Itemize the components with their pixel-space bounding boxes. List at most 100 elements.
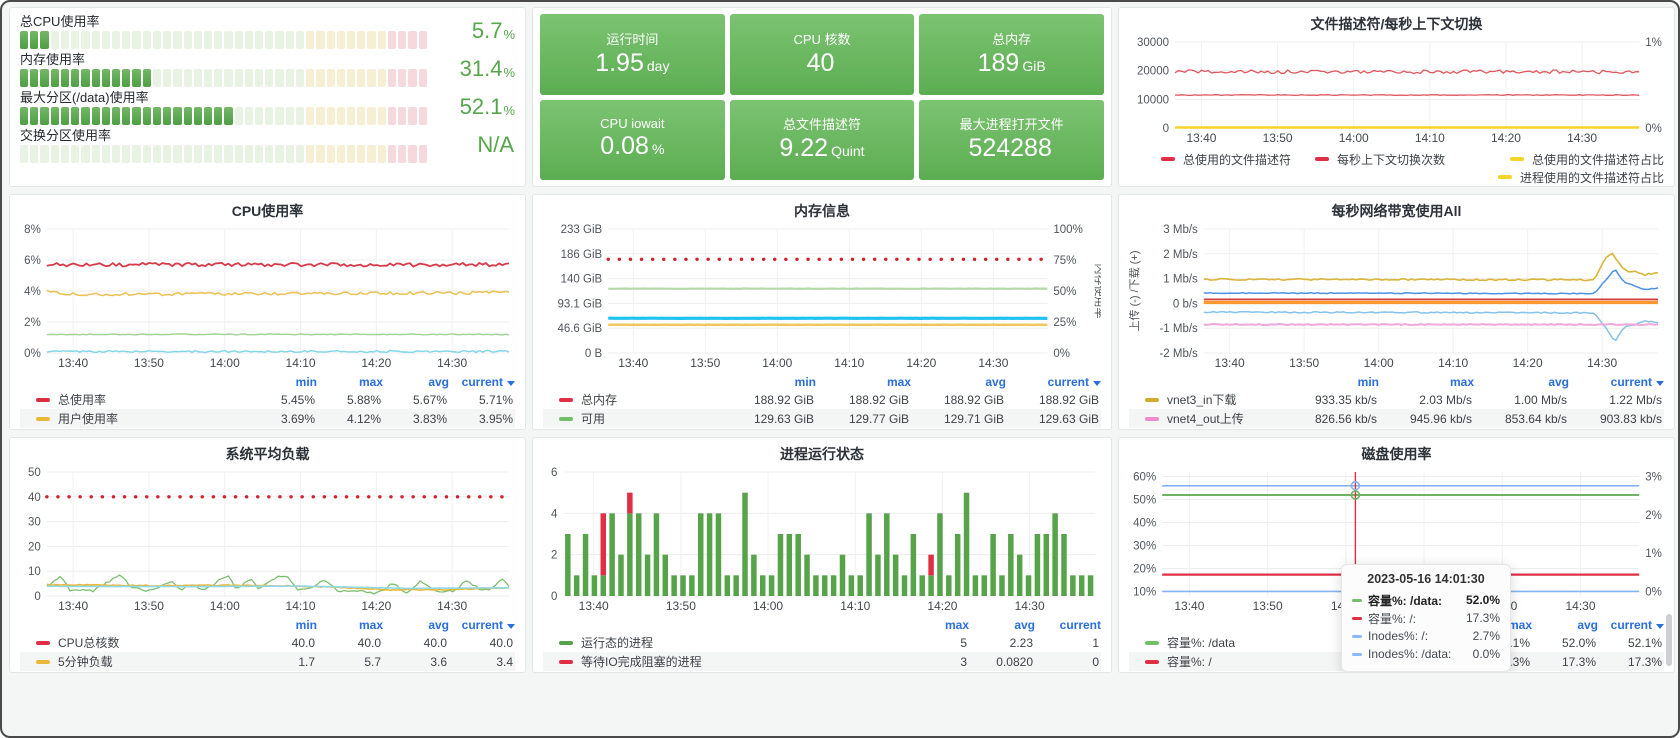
- gauge-cell: [347, 107, 356, 125]
- tooltip-row: 容量%: /data: 52.0%: [1352, 591, 1500, 609]
- series-swatch: [559, 397, 573, 402]
- legend-row: 可用 129.63 GiB 129.77 GiB 129.71 GiB 129.…: [543, 409, 1101, 428]
- gauge-cell: [214, 107, 223, 125]
- series-line: [1203, 252, 1659, 282]
- legend-sort-avg[interactable]: avg: [1577, 617, 1598, 632]
- gauge-cell: [418, 107, 427, 125]
- gauge-label: 交换分区使用率: [20, 128, 112, 143]
- legend-item[interactable]: 进程使用的文件描述符占比: [1484, 168, 1664, 186]
- legend-item[interactable]: 每秒上下文切换次数: [1301, 150, 1445, 168]
- svg-text:13:50: 13:50: [690, 356, 720, 370]
- gauge-cell: [152, 31, 162, 49]
- panel-title[interactable]: 文件描述符/每秒上下文切换: [1310, 16, 1483, 32]
- legend-sort-max[interactable]: max: [358, 374, 383, 389]
- panel-title[interactable]: 每秒网络带宽使用All: [1331, 203, 1462, 219]
- svg-text:-2 Mb/s: -2 Mb/s: [1159, 348, 1198, 360]
- panel-cpu-usage: CPU使用率 0% 2% 4% 6% 8% 13:40 13:50 14:00 14:10 14:…: [9, 194, 526, 430]
- gauge-cell: [214, 69, 223, 87]
- gauge-cell: [265, 69, 274, 87]
- process-chart[interactable]: 0 2 4 6 13:40 13:50 14:00 14:10 14:20 14:30: [543, 465, 1101, 615]
- legend-sort-current[interactable]: current: [1006, 375, 1101, 389]
- panel-title[interactable]: 磁盘使用率: [1361, 446, 1432, 462]
- gauge-cell: [132, 107, 141, 125]
- legend-item[interactable]: 总使用的文件描述符: [1147, 150, 1291, 168]
- legend-sort-min[interactable]: min: [794, 374, 816, 389]
- svg-text:14:10: 14:10: [1415, 131, 1445, 145]
- gauge-cell: [265, 145, 274, 163]
- legend-sort-current[interactable]: current: [1059, 617, 1101, 632]
- series-swatch: [36, 416, 50, 421]
- legend-sort-avg[interactable]: avg: [985, 374, 1006, 389]
- legend: min max avg current vnet3_in下载 933.35 kb…: [1129, 373, 1664, 428]
- legend-item[interactable]: 总使用的文件描述符占比: [1496, 150, 1664, 168]
- series-swatch: [559, 416, 573, 421]
- svg-text:0: 0: [1163, 123, 1169, 135]
- svg-text:0 b/s: 0 b/s: [1173, 298, 1198, 310]
- gauge-cell: [367, 31, 376, 49]
- legend-sort-max[interactable]: max: [358, 617, 383, 632]
- legend-sort-max[interactable]: max: [944, 617, 969, 632]
- panel-title[interactable]: 内存信息: [794, 203, 850, 219]
- gauge-label: 总CPU使用率: [20, 14, 100, 29]
- gauge-cell: [101, 69, 110, 87]
- gauge-cell: [275, 107, 284, 125]
- cpu-chart-svg: 0% 2% 4% 6% 8% 13:40 13:50 14:00 14:10 14:20 14:30: [24, 224, 510, 370]
- gauge-cell: [183, 107, 192, 125]
- network-chart[interactable]: -2 Mb/s -1 Mb/s 0 b/s 1 Mb/s 2 Mb/s 3 Mb/s 13:…: [1128, 222, 1664, 372]
- load-chart[interactable]: 0 10 20 30 40 50 13:40 13:50 14:00 14:10 14:20 14:3…: [20, 465, 515, 615]
- legend-sort-current[interactable]: current: [1598, 618, 1664, 632]
- legend-sort-current[interactable]: current: [449, 375, 515, 389]
- legend-sort-min[interactable]: min: [295, 617, 317, 632]
- legend-sort-min[interactable]: min: [295, 374, 317, 389]
- dashboard-grid: 总CPU使用率 5.7% 内存使用率 31.4% 最大分区(/data)使用率 …: [2, 2, 1678, 678]
- svg-text:3 Mb/s: 3 Mb/s: [1163, 224, 1198, 236]
- legend-sort-avg[interactable]: avg: [1548, 374, 1569, 389]
- gauge-cell: [71, 145, 80, 163]
- legend-sort-avg[interactable]: avg: [428, 617, 449, 632]
- legend-row: 总内存 188.92 GiB 188.92 GiB 188.92 GiB 188…: [543, 390, 1101, 409]
- svg-text:13:40: 13:40: [1215, 356, 1245, 370]
- gauge-cell: [20, 31, 29, 49]
- gauge-cell: [203, 145, 213, 163]
- legend-sort-avg[interactable]: avg: [1014, 617, 1035, 632]
- memory-chart[interactable]: 0 B 46.6 GiB 93.1 GiB 140 GiB 186 GiB 233 GiB…: [543, 222, 1107, 372]
- series-swatch: [1145, 640, 1159, 645]
- legend-sort-current[interactable]: current: [1569, 375, 1664, 389]
- cpu-chart[interactable]: 0% 2% 4% 6% 8% 13:40 13:50 14:00 14:10 14:20 14:30: [20, 222, 515, 372]
- svg-text:6%: 6%: [24, 255, 41, 267]
- series-swatch: [1145, 659, 1159, 664]
- stat-cpu-cores: CPU 核数 40: [729, 14, 915, 95]
- legend-sort-max[interactable]: max: [1507, 617, 1532, 632]
- gauge-cell: [367, 107, 376, 125]
- gauge-cell: [214, 145, 223, 163]
- gauge-cell: [295, 31, 305, 49]
- panel-title[interactable]: 进程运行状态: [780, 446, 864, 462]
- series-swatch: [36, 397, 50, 402]
- svg-text:13:40: 13:40: [579, 599, 609, 613]
- panel-title[interactable]: CPU使用率: [231, 203, 304, 219]
- legend-sort-max[interactable]: max: [886, 374, 911, 389]
- svg-text:20%: 20%: [1133, 563, 1156, 575]
- legend-sort-max[interactable]: max: [1449, 374, 1474, 389]
- fd-chart[interactable]: 0 10000 20000 30000 13:40 13:50 14:00 14:10 14:2…: [1129, 35, 1664, 147]
- svg-text:14:10: 14:10: [1438, 356, 1468, 370]
- legend-sort-avg[interactable]: avg: [428, 374, 449, 389]
- gauge-cell: [132, 69, 141, 87]
- svg-text:14:00: 14:00: [210, 599, 240, 613]
- gauge-cell: [418, 145, 427, 163]
- gauge-cell: [122, 107, 131, 125]
- panel-title[interactable]: 系统平均负载: [225, 446, 310, 462]
- gauge-cell: [285, 31, 294, 49]
- svg-text:14:00: 14:00: [762, 356, 792, 370]
- legend-scrollbar[interactable]: [1666, 614, 1672, 666]
- svg-text:140 GiB: 140 GiB: [561, 274, 603, 286]
- gauge-cell: [398, 145, 407, 163]
- svg-text:14:00: 14:00: [210, 356, 240, 370]
- legend-sort-min[interactable]: min: [1357, 374, 1379, 389]
- legend-sort-current[interactable]: current: [449, 618, 515, 632]
- gauge-cell: [71, 107, 80, 125]
- gauge-cell: [265, 31, 274, 49]
- gauge-cell: [275, 69, 284, 87]
- gauge-cell: [60, 69, 70, 87]
- svg-text:0: 0: [34, 591, 40, 603]
